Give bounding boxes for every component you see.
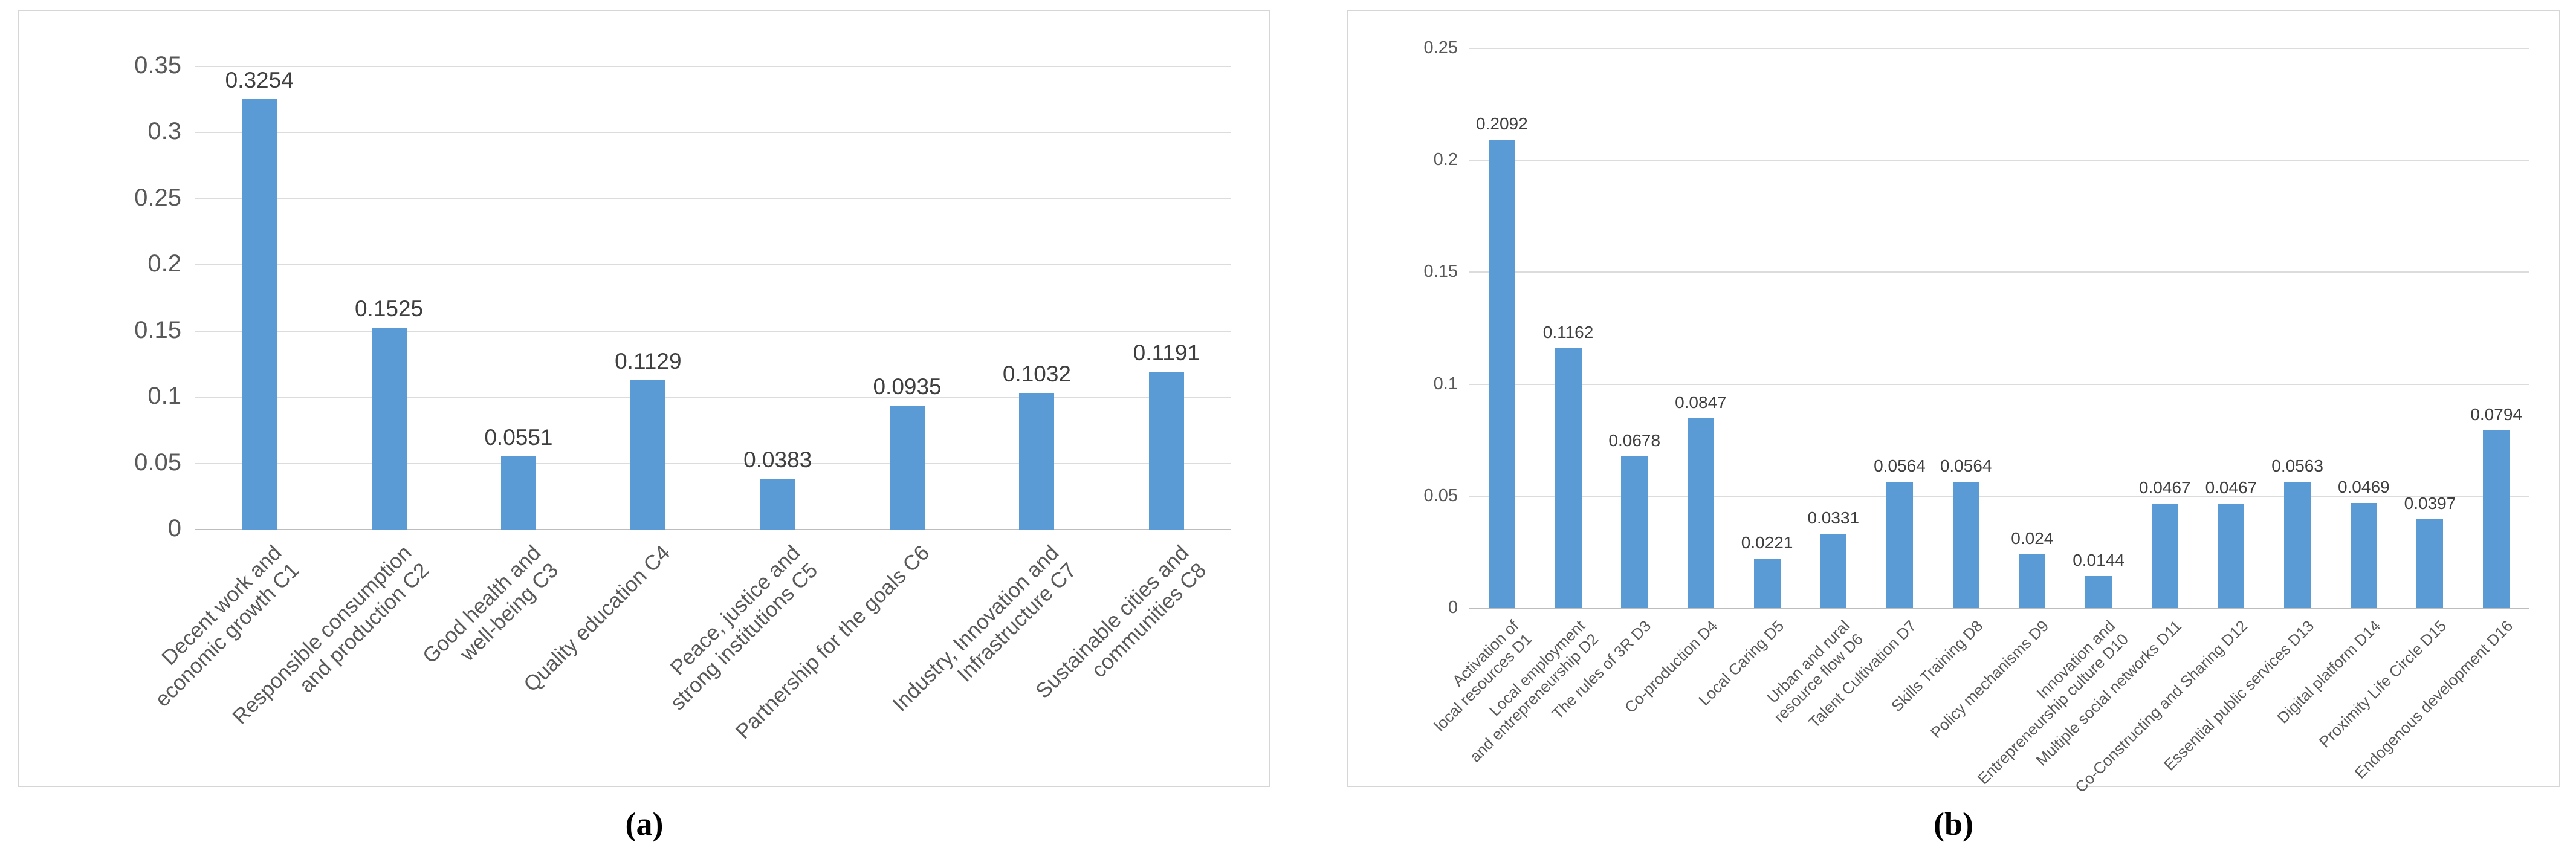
- bar: [2284, 482, 2311, 608]
- value-label: 0.0397: [2404, 493, 2456, 513]
- value-label: 0.0847: [1675, 393, 1727, 412]
- y-tick-label: 0: [167, 515, 181, 542]
- bar: [1148, 372, 1184, 530]
- bar: [1019, 393, 1055, 530]
- bar: [1952, 482, 1979, 608]
- gridline: [195, 330, 1231, 332]
- bar: [242, 99, 277, 530]
- y-tick-label: 0.05: [134, 449, 181, 476]
- value-label: 0.0935: [873, 374, 942, 400]
- y-tick-label: 0: [1448, 598, 1458, 617]
- gridline: [195, 397, 1231, 398]
- value-label: 0.0564: [1874, 456, 1926, 476]
- value-label: 0.0383: [743, 447, 812, 473]
- y-tick-label: 0.1: [147, 383, 181, 410]
- y-tick-label: 0.2: [147, 250, 181, 277]
- bar: [1753, 559, 1781, 608]
- bar: [1621, 456, 1648, 608]
- gridline: [1469, 271, 2529, 273]
- bar: [1820, 534, 1847, 608]
- value-label: 0.0469: [2337, 478, 2390, 497]
- y-tick-label: 0.05: [1423, 485, 1458, 505]
- bar: [2350, 503, 2377, 608]
- chart-panel-a: 0.35 0.3 0.25 0.2 0.15 0.1 0.05 0 0.3254 Decent w…: [18, 10, 1270, 787]
- bar: [1687, 418, 1714, 608]
- value-label: 0.0564: [1940, 456, 1992, 476]
- y-tick-label: 0.35: [134, 52, 181, 79]
- bar: [500, 456, 536, 530]
- value-label: 0.3254: [225, 67, 294, 92]
- value-label: 0.1129: [615, 348, 682, 374]
- value-label: 0.0678: [1608, 430, 1661, 450]
- y-tick-label: 0.15: [134, 316, 181, 343]
- bar: [2085, 575, 2112, 608]
- bar: [2416, 519, 2444, 608]
- gridline: [195, 66, 1231, 67]
- bar: [1488, 140, 1515, 608]
- bar: [760, 479, 795, 530]
- value-label: 0.1162: [1542, 322, 1594, 342]
- figure-caption-b: (b): [1934, 806, 1973, 842]
- gridline: [1469, 48, 2529, 49]
- value-label: 0.0144: [2073, 550, 2125, 569]
- bar: [1886, 482, 1913, 608]
- y-tick-label: 0.3: [147, 118, 181, 145]
- value-label: 0.1032: [1002, 361, 1072, 387]
- value-label: 0.2092: [1476, 114, 1528, 134]
- value-label: 0.0467: [2205, 478, 2257, 497]
- bar: [1555, 348, 1582, 608]
- value-label: 0.024: [2011, 529, 2054, 548]
- bar: [2483, 430, 2510, 608]
- figure-caption-a: (a): [625, 806, 664, 842]
- value-label: 0.0551: [484, 425, 553, 450]
- chart-panel-b: 0.25 0.2 0.15 0.1 0.05 0 0.2092 Activation of l…: [1347, 10, 2560, 796]
- y-tick-label: 0.25: [1423, 38, 1458, 57]
- y-tick-label: 0.25: [134, 184, 181, 211]
- value-label: 0.0331: [1807, 508, 1860, 528]
- bar: [371, 328, 407, 530]
- x-axis-line: [1469, 608, 2529, 609]
- y-tick-label: 0.1: [1433, 374, 1458, 394]
- bar: [2151, 504, 2178, 608]
- gridline: [1469, 160, 2529, 161]
- gridline: [195, 198, 1231, 199]
- value-label: 0.0563: [2271, 456, 2323, 476]
- value-label: 0.0467: [2138, 478, 2191, 497]
- value-label: 0.0794: [2470, 404, 2522, 424]
- bar: [890, 406, 925, 530]
- gridline: [1469, 495, 2529, 497]
- value-label: 0.1191: [1133, 340, 1200, 366]
- gridline: [195, 264, 1231, 266]
- gridline: [195, 462, 1231, 464]
- value-label: 0.0221: [1741, 533, 1793, 553]
- gridline: [195, 132, 1231, 134]
- x-axis-line: [195, 529, 1231, 530]
- bar: [2218, 504, 2245, 608]
- value-label: 0.1525: [354, 296, 424, 322]
- bar: [630, 380, 666, 530]
- y-tick-label: 0.2: [1433, 150, 1458, 170]
- y-tick-label: 0.15: [1423, 262, 1458, 282]
- bar: [2019, 554, 2046, 608]
- gridline: [1469, 383, 2529, 385]
